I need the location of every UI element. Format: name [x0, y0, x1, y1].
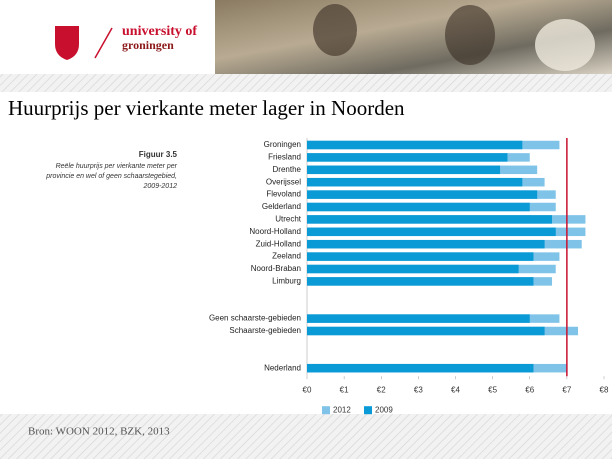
y-tick-label: Gelderland — [262, 202, 301, 211]
bar — [307, 215, 553, 224]
y-tick-label: Flevoland — [266, 190, 301, 199]
photo-figure — [313, 4, 357, 56]
bar — [307, 314, 530, 323]
photo-figure — [445, 5, 495, 65]
y-tick-label: Limburg — [272, 277, 301, 286]
bar — [307, 363, 534, 373]
x-tick-label: €2 — [377, 385, 386, 394]
bar — [307, 140, 523, 150]
figure-caption: provincie en wel of geen schaarstegebied… — [45, 173, 177, 180]
y-tick-label: Noord-Braban — [251, 264, 301, 273]
figure-label: Figuur 3.5 — [139, 150, 178, 159]
y-tick-label: Zuid-Holland — [256, 239, 301, 248]
legend-swatch — [364, 406, 372, 415]
logo-text: university of — [122, 24, 197, 39]
legend-label: 2009 — [375, 405, 393, 414]
bar — [307, 202, 530, 212]
bar — [307, 326, 545, 336]
y-tick-label: Schaarste-gebieden — [229, 326, 301, 335]
bar — [307, 277, 534, 286]
y-tick-label: Noord-Holland — [249, 227, 301, 236]
bar — [307, 239, 545, 249]
bar — [307, 264, 519, 274]
y-tick-label: Geen schaarste-gebieden — [209, 314, 301, 323]
x-tick-label: €3 — [414, 385, 423, 394]
figure-caption: Reële huurprijs per vierkante meter per — [56, 163, 178, 170]
photo-figure — [535, 19, 595, 71]
logo-crest — [55, 26, 79, 60]
bar — [307, 252, 534, 261]
bar — [307, 177, 523, 187]
legend-swatch — [322, 406, 330, 415]
figure-caption: 2009-2012 — [143, 183, 178, 190]
bar — [307, 190, 538, 199]
x-tick-label: €8 — [600, 385, 609, 394]
logo-slash — [94, 27, 113, 59]
y-tick-label: Drenthe — [273, 165, 302, 174]
y-tick-label: Nederland — [264, 363, 301, 372]
y-tick-label: Friesland — [268, 153, 301, 162]
x-tick-label: €7 — [562, 385, 571, 394]
slide-title: Huurprijs per vierkante meter lager in N… — [8, 96, 405, 120]
logo-text: groningen — [122, 38, 174, 52]
x-tick-label: €5 — [488, 385, 497, 394]
bar — [307, 165, 501, 175]
y-tick-label: Groningen — [264, 140, 301, 149]
y-tick-label: Utrecht — [275, 215, 302, 224]
x-tick-label: €6 — [525, 385, 534, 394]
x-tick-label: €1 — [340, 385, 349, 394]
legend-label: 2012 — [333, 405, 351, 414]
y-tick-label: Overijssel — [266, 177, 301, 186]
x-tick-label: €0 — [303, 385, 312, 394]
x-tick-label: €4 — [451, 385, 460, 394]
bar — [307, 153, 508, 162]
source: Bron: WOON 2012, BZK, 2013 — [28, 426, 170, 438]
y-tick-label: Zeeland — [272, 252, 301, 261]
bar — [307, 227, 556, 237]
